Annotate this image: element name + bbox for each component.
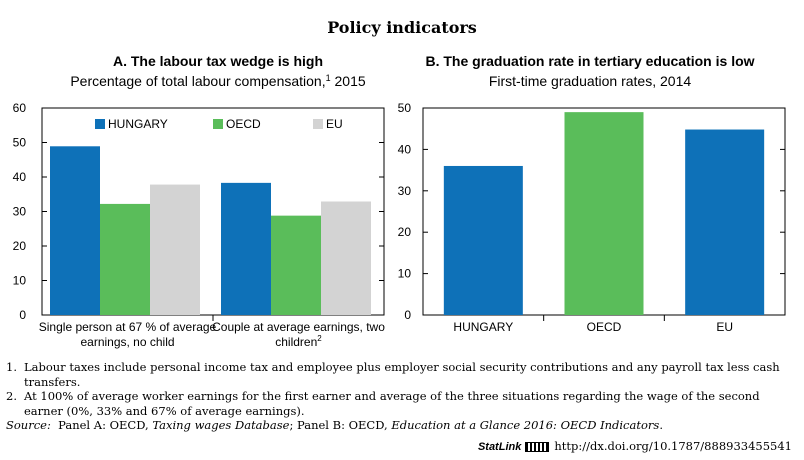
subtitle-year: 2015 bbox=[331, 73, 366, 89]
panel-a-title: A. The labour tax wedge is high bbox=[113, 53, 323, 69]
bar-eu bbox=[685, 129, 765, 315]
y-tick-label: 30 bbox=[13, 205, 27, 219]
source-panel-a-title: Taxing wages Database bbox=[152, 418, 290, 432]
policy-indicators-charts: A. The labour tax wedge is high Percenta… bbox=[13, 53, 786, 349]
bar-hungary-2 bbox=[221, 182, 271, 315]
bar-oecd bbox=[564, 112, 644, 315]
bar-hungary-1 bbox=[50, 146, 100, 315]
legend-label: HUNGARY bbox=[108, 117, 168, 131]
y-tick-label: 20 bbox=[398, 225, 412, 239]
bar-eu-2 bbox=[321, 201, 371, 315]
source-label: Source: bbox=[6, 418, 51, 432]
footnote-number: 1. bbox=[6, 360, 17, 374]
category-label: earnings, no child bbox=[80, 335, 174, 349]
legend-label: EU bbox=[326, 117, 343, 131]
legend-swatch-oecd bbox=[213, 119, 223, 129]
panel-b-chart: B. The graduation rate in tertiary educa… bbox=[398, 53, 786, 334]
panel-a-chart: A. The labour tax wedge is high Percenta… bbox=[13, 53, 386, 349]
panel-a-subtitle: Percentage of total labour compensation,… bbox=[70, 73, 366, 89]
y-tick-label: 50 bbox=[398, 101, 412, 115]
y-tick-label: 50 bbox=[13, 136, 27, 150]
category-label: children2 bbox=[275, 334, 322, 349]
category-label: HUNGARY bbox=[453, 320, 513, 334]
source-line: Source: Panel A: OECD, Taxing wages Data… bbox=[6, 418, 796, 433]
category-label: OECD bbox=[587, 320, 622, 334]
page-title: Policy indicators bbox=[327, 18, 477, 37]
y-tick-label: 20 bbox=[13, 239, 27, 253]
panel-b-subtitle: First-time graduation rates, 2014 bbox=[489, 73, 692, 89]
y-tick-label: 0 bbox=[19, 308, 26, 322]
bar-oecd-2 bbox=[271, 215, 321, 315]
category-label: Couple at average earnings, two bbox=[212, 320, 385, 334]
source-end: . bbox=[659, 418, 663, 432]
statlink[interactable]: StatLink http://dx.doi.org/10.1787/888933… bbox=[478, 439, 792, 453]
source-panel-a-prefix: Panel A: OECD, bbox=[50, 418, 153, 432]
bar-eu-1 bbox=[150, 184, 200, 315]
footnotes: 1. Labour taxes include personal income … bbox=[6, 360, 796, 433]
subtitle-footnote-marker: 1 bbox=[326, 73, 331, 83]
source-panel-b-title: Education at a Glance 2016: OECD Indicat… bbox=[391, 418, 660, 432]
footnote-text: Labour taxes include personal income tax… bbox=[24, 360, 780, 389]
y-tick-label: 40 bbox=[13, 170, 27, 184]
statlink-barcode-icon bbox=[525, 442, 550, 452]
statlink-brand: StatLink bbox=[477, 441, 522, 453]
y-tick-label: 0 bbox=[404, 308, 411, 322]
panel-b-title: B. The graduation rate in tertiary educa… bbox=[425, 53, 754, 69]
y-tick-label: 40 bbox=[398, 142, 412, 156]
footnote-2: 2. At 100% of average worker earnings fo… bbox=[6, 389, 796, 418]
y-tick-label: 60 bbox=[13, 101, 27, 115]
source-panel-b-prefix: ; Panel B: OECD, bbox=[289, 418, 392, 432]
category-label: Single person at 67 % of average bbox=[39, 320, 217, 334]
y-tick-label: 10 bbox=[398, 267, 412, 281]
statlink-url[interactable]: http://dx.doi.org/10.1787/888933455541 bbox=[554, 439, 792, 453]
bar-oecd-1 bbox=[100, 203, 150, 315]
footnote-text: At 100% of average worker earnings for t… bbox=[24, 389, 760, 418]
legend-swatch-eu bbox=[313, 119, 323, 129]
category-footnote-marker: 2 bbox=[317, 334, 322, 343]
footnote-number: 2. bbox=[6, 389, 17, 403]
category-label: EU bbox=[716, 320, 733, 334]
legend-label: OECD bbox=[226, 117, 261, 131]
y-tick-label: 10 bbox=[13, 274, 27, 288]
bar-hungary bbox=[443, 165, 523, 315]
y-tick-label: 30 bbox=[398, 184, 412, 198]
legend-swatch-hungary bbox=[95, 119, 105, 129]
footnote-1: 1. Labour taxes include personal income … bbox=[6, 360, 796, 389]
